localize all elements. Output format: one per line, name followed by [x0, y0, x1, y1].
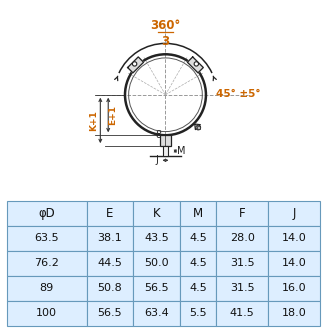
- Text: 44.5: 44.5: [97, 258, 122, 268]
- FancyBboxPatch shape: [87, 301, 133, 326]
- FancyBboxPatch shape: [216, 251, 268, 276]
- Text: J: J: [293, 207, 296, 220]
- Text: 43.5: 43.5: [145, 233, 169, 243]
- Text: 45° ±5°: 45° ±5°: [216, 89, 261, 99]
- Text: 41.5: 41.5: [230, 308, 255, 318]
- Circle shape: [132, 62, 137, 66]
- Bar: [163, 146, 168, 156]
- FancyBboxPatch shape: [7, 201, 87, 226]
- Text: E: E: [106, 207, 114, 220]
- Text: 56.5: 56.5: [98, 308, 122, 318]
- FancyBboxPatch shape: [7, 301, 87, 326]
- Text: 31.5: 31.5: [230, 283, 255, 293]
- Text: K+1: K+1: [89, 110, 98, 131]
- FancyBboxPatch shape: [133, 276, 180, 301]
- Text: 56.5: 56.5: [145, 283, 169, 293]
- Text: 4.5: 4.5: [189, 258, 207, 268]
- Text: 8: 8: [155, 130, 161, 140]
- Text: 360°: 360°: [150, 18, 181, 32]
- FancyBboxPatch shape: [268, 276, 320, 301]
- Text: 14.0: 14.0: [282, 233, 307, 243]
- Text: 31.5: 31.5: [230, 258, 255, 268]
- Text: K: K: [153, 207, 161, 220]
- Polygon shape: [187, 57, 203, 73]
- Text: 16.0: 16.0: [282, 283, 307, 293]
- Text: 18.0: 18.0: [282, 308, 307, 318]
- Text: 76.2: 76.2: [34, 258, 59, 268]
- Bar: [160, 135, 171, 146]
- FancyBboxPatch shape: [268, 251, 320, 276]
- FancyBboxPatch shape: [133, 201, 180, 226]
- Text: 4.5: 4.5: [189, 233, 207, 243]
- Text: 50.0: 50.0: [145, 258, 169, 268]
- Text: F: F: [239, 207, 246, 220]
- Text: φD: φD: [38, 207, 55, 220]
- FancyBboxPatch shape: [180, 226, 216, 251]
- FancyBboxPatch shape: [180, 201, 216, 226]
- Text: 14.0: 14.0: [282, 258, 307, 268]
- Text: M: M: [193, 207, 203, 220]
- Circle shape: [196, 125, 201, 130]
- FancyBboxPatch shape: [7, 226, 87, 251]
- Text: 100: 100: [36, 308, 57, 318]
- Text: 3: 3: [162, 35, 169, 48]
- FancyBboxPatch shape: [87, 226, 133, 251]
- FancyBboxPatch shape: [216, 201, 268, 226]
- Polygon shape: [195, 124, 200, 130]
- FancyBboxPatch shape: [216, 276, 268, 301]
- Text: J: J: [156, 155, 159, 165]
- FancyBboxPatch shape: [180, 251, 216, 276]
- Text: 63.4: 63.4: [145, 308, 169, 318]
- FancyBboxPatch shape: [7, 276, 87, 301]
- FancyBboxPatch shape: [180, 276, 216, 301]
- Text: 4.5: 4.5: [189, 283, 207, 293]
- Text: 28.0: 28.0: [230, 233, 255, 243]
- FancyBboxPatch shape: [180, 301, 216, 326]
- FancyBboxPatch shape: [87, 251, 133, 276]
- Text: 89: 89: [40, 283, 54, 293]
- FancyBboxPatch shape: [87, 201, 133, 226]
- Bar: [197, 126, 200, 129]
- Text: 38.1: 38.1: [97, 233, 122, 243]
- Text: 63.5: 63.5: [34, 233, 59, 243]
- Circle shape: [194, 62, 198, 66]
- Text: M: M: [177, 146, 185, 156]
- FancyBboxPatch shape: [216, 226, 268, 251]
- FancyBboxPatch shape: [268, 201, 320, 226]
- FancyBboxPatch shape: [133, 251, 180, 276]
- Text: E+1: E+1: [109, 105, 118, 125]
- FancyBboxPatch shape: [7, 251, 87, 276]
- FancyBboxPatch shape: [133, 301, 180, 326]
- FancyBboxPatch shape: [268, 301, 320, 326]
- FancyBboxPatch shape: [87, 276, 133, 301]
- FancyBboxPatch shape: [268, 226, 320, 251]
- Polygon shape: [128, 57, 144, 73]
- FancyBboxPatch shape: [216, 301, 268, 326]
- Text: 5.5: 5.5: [189, 308, 207, 318]
- Text: 50.8: 50.8: [97, 283, 122, 293]
- FancyBboxPatch shape: [133, 226, 180, 251]
